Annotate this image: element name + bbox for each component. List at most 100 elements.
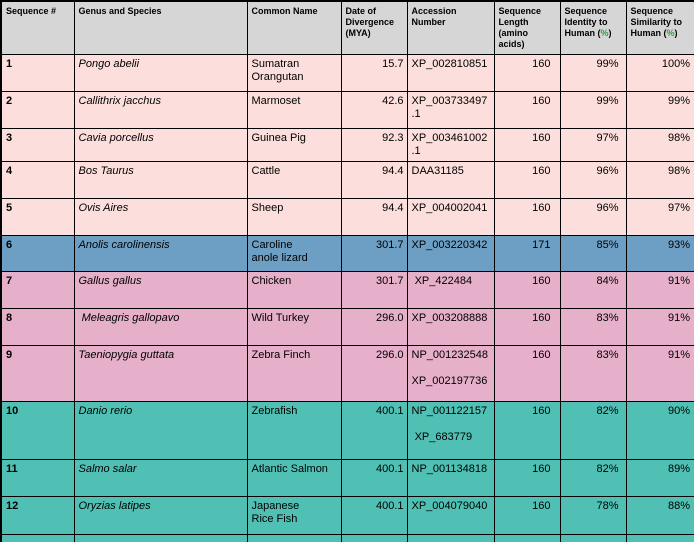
cell-genus: Callithrix jacchus <box>73 91 248 129</box>
cell-length: 160 <box>493 401 561 460</box>
cell-identity: 85% <box>559 235 627 272</box>
cell-length: 160 <box>493 128 561 162</box>
cell-length: 160 <box>493 91 561 129</box>
cell-accession <box>406 534 495 542</box>
cell-mya: 400.1 <box>340 496 408 535</box>
cell-mya: 42.6 <box>340 91 408 129</box>
table-row: 9 Taeniopygia guttata Zebra Finch 296.0 NP_0… <box>0 345 694 402</box>
cell-mya: 400.1 <box>340 459 408 497</box>
header-cell-accession: Accession Number <box>406 0 495 55</box>
table-row: 1 Pongo abelii Sumatran Orangutan 15.7 XP_00… <box>0 54 694 92</box>
cell-length: 171 <box>493 235 561 272</box>
cell-length: 160 <box>493 161 561 199</box>
cell-mya <box>340 534 408 542</box>
cell-accession: DAA31185 <box>406 161 495 199</box>
table-row: 12 Oryzias latipes Japanese Rice Fish 400.1… <box>0 496 694 535</box>
cell-identity: 83% <box>559 308 627 346</box>
table-row: 2 Callithrix jacchus Marmoset 42.6 XP_003733… <box>0 91 694 129</box>
cell-identity: 99% <box>559 54 627 92</box>
header-cell-genus: Genus and Species <box>73 0 248 55</box>
header-cell-mya: Date of Divergence (MYA) <box>340 0 408 55</box>
cell-length: 160 <box>493 271 561 309</box>
cell-similarity: 97% <box>625 198 694 236</box>
cell-similarity: 98% <box>625 161 694 199</box>
cell-similarity: 99% <box>625 91 694 129</box>
table-header-row: Sequence # Genus and Species Common Name Da… <box>0 0 694 55</box>
cell-mya: 400.1 <box>340 401 408 460</box>
cell-mya: 94.4 <box>340 161 408 199</box>
cell-identity: 97% <box>559 128 627 162</box>
cell-identity: 96% <box>559 161 627 199</box>
cell-accession: XP_003461002.1 <box>406 128 495 162</box>
cell-common: Japanese Rice Fish <box>246 496 342 535</box>
header-label: Date of Divergence (MYA) <box>345 6 395 38</box>
cell-similarity: 89% <box>625 459 694 497</box>
cell-accession: XP_003733497.1 <box>406 91 495 129</box>
cell-seq: 1 <box>0 54 75 92</box>
table-row: 5 Ovis Aires Sheep 94.4 XP_004002041 160 96% 97… <box>0 198 694 236</box>
header-label: Sequence Identity to Human <box>564 6 608 38</box>
cell-similarity: 98% <box>625 128 694 162</box>
cell-common <box>246 534 342 542</box>
cell-mya: 301.7 <box>340 271 408 309</box>
cell-genus: Salmo salar <box>73 459 248 497</box>
cell-identity: 82% <box>559 401 627 460</box>
cell-accession: NP_001232548 XP_002197736 <box>406 345 495 402</box>
table-row: 6 Anolis carolinensis Caroline anole lizar… <box>0 235 694 272</box>
cell-seq: 12 <box>0 496 75 535</box>
cell-accession: NP_001134818 <box>406 459 495 497</box>
cell-accession: XP_004002041 <box>406 198 495 236</box>
table-row: 10 Danio rerio Zebrafish 400.1 NP_001122157 … <box>0 401 694 460</box>
cell-mya: 94.4 <box>340 198 408 236</box>
cell-seq: 6 <box>0 235 75 272</box>
cell-mya: 301.7 <box>340 235 408 272</box>
cell-similarity: 100% <box>625 54 694 92</box>
header-cell-common: Common Name <box>246 0 342 55</box>
cell-seq: 7 <box>0 271 75 309</box>
cell-identity: 78% <box>559 496 627 535</box>
table-row: 8 Meleagris gallopavo Wild Turkey 296.0 XP_… <box>0 308 694 346</box>
cell-seq: 3 <box>0 128 75 162</box>
cell-genus: Anolis carolinensis <box>73 235 248 272</box>
table-row: 4 Bos Taurus Cattle 94.4 DAA31185 160 96% 98% <box>0 161 694 199</box>
cell-genus <box>73 534 248 542</box>
cell-seq: 5 <box>0 198 75 236</box>
cell-seq: 11 <box>0 459 75 497</box>
cell-length: 160 <box>493 54 561 92</box>
cell-mya: 15.7 <box>340 54 408 92</box>
header-label: Genus and Species <box>78 6 162 16</box>
header-label: Sequence Length (amino acids) <box>498 6 542 49</box>
cell-mya: 92.3 <box>340 128 408 162</box>
cell-common: Sheep <box>246 198 342 236</box>
cell-common: Wild Turkey <box>246 308 342 346</box>
cell-identity: 82% <box>559 459 627 497</box>
cell-genus: Cavia porcellus <box>73 128 248 162</box>
cell-length: 160 <box>493 345 561 402</box>
header-label: Common Name <box>251 6 318 16</box>
cell-seq <box>0 534 75 542</box>
cell-seq: 8 <box>0 308 75 346</box>
cell-similarity: 91% <box>625 345 694 402</box>
header-label: Sequence # <box>6 6 57 16</box>
header-label: Sequence Similarity to Human <box>630 6 683 38</box>
header-cell-seq: Sequence # <box>0 0 75 55</box>
cell-common: Cattle <box>246 161 342 199</box>
cell-seq: 10 <box>0 401 75 460</box>
cell-genus: Ovis Aires <box>73 198 248 236</box>
cell-length: 160 <box>493 496 561 535</box>
cell-identity: 84% <box>559 271 627 309</box>
header-label: Accession Number <box>411 6 460 27</box>
table-row: 3 Cavia porcellus Guinea Pig 92.3 XP_0034610… <box>0 128 694 162</box>
cell-genus: Gallus gallus <box>73 271 248 309</box>
cell-seq: 2 <box>0 91 75 129</box>
cell-accession: XP_002810851 <box>406 54 495 92</box>
cell-accession: XP_003220342 <box>406 235 495 272</box>
percent-unit: % <box>666 28 675 38</box>
cell-identity: 83% <box>559 345 627 402</box>
cell-genus: Pongo abelii <box>73 54 248 92</box>
cell-identity: 96% <box>559 198 627 236</box>
cell-length: 160 <box>493 198 561 236</box>
cell-common: Chicken <box>246 271 342 309</box>
cell-common: Zebra Finch <box>246 345 342 402</box>
cell-genus: Taeniopygia guttata <box>73 345 248 402</box>
